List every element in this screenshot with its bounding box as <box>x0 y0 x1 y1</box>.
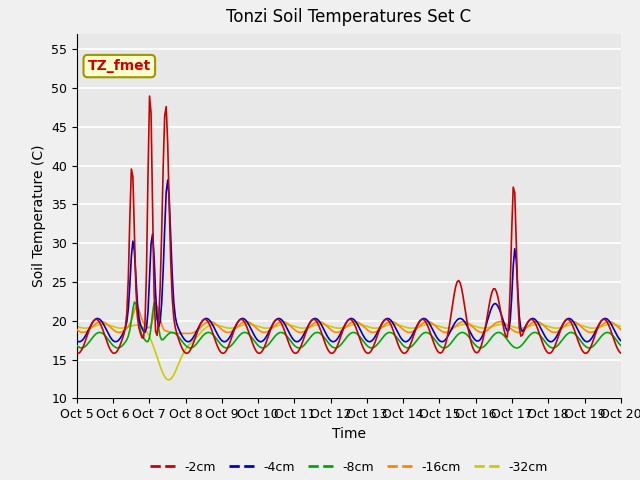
-32cm <box>73 324 81 329</box>
-8cm <box>266 341 273 347</box>
-2cm <box>589 337 597 343</box>
-32cm <box>255 324 262 329</box>
Line: -8cm: -8cm <box>77 302 621 348</box>
-8cm <box>314 330 321 336</box>
-4cm <box>438 339 446 345</box>
-16cm <box>238 320 246 326</box>
-4cm <box>589 332 597 338</box>
Line: -32cm: -32cm <box>77 324 621 380</box>
-2cm <box>617 350 625 356</box>
-32cm <box>264 325 271 331</box>
-16cm <box>73 327 81 333</box>
-4cm <box>140 328 147 334</box>
-16cm <box>140 320 147 326</box>
-4cm <box>264 331 271 337</box>
-8cm <box>617 343 625 348</box>
Title: Tonzi Soil Temperatures Set C: Tonzi Soil Temperatures Set C <box>226 9 472 26</box>
-16cm <box>314 319 321 324</box>
-8cm <box>143 339 150 345</box>
-16cm <box>266 328 273 334</box>
-4cm <box>617 338 625 344</box>
-16cm <box>153 303 161 309</box>
-32cm <box>617 324 625 329</box>
-32cm <box>237 323 244 329</box>
X-axis label: Time: Time <box>332 427 366 441</box>
-32cm <box>140 325 147 331</box>
-4cm <box>73 338 81 344</box>
-2cm <box>140 335 147 341</box>
Line: -16cm: -16cm <box>77 306 621 334</box>
-4cm <box>312 316 320 322</box>
-2cm <box>73 350 81 356</box>
-32cm <box>353 322 361 327</box>
-32cm <box>312 322 320 328</box>
-8cm <box>589 343 597 349</box>
-2cm <box>400 350 408 356</box>
-2cm <box>237 316 244 322</box>
-4cm <box>164 177 172 183</box>
-8cm <box>256 344 264 350</box>
-2cm <box>146 93 154 99</box>
-4cm <box>255 338 262 344</box>
-2cm <box>312 318 320 324</box>
-32cm <box>165 377 173 383</box>
-8cm <box>73 343 81 348</box>
Y-axis label: Soil Temperature (C): Soil Temperature (C) <box>31 145 45 287</box>
-2cm <box>264 335 271 341</box>
Line: -2cm: -2cm <box>77 96 621 353</box>
-2cm <box>255 350 262 356</box>
-16cm <box>589 329 597 335</box>
-4cm <box>237 316 244 322</box>
Text: TZ_fmet: TZ_fmet <box>88 59 151 73</box>
-32cm <box>589 325 597 331</box>
Legend: -2cm, -4cm, -8cm, -16cm, -32cm: -2cm, -4cm, -8cm, -16cm, -32cm <box>145 456 553 479</box>
Line: -4cm: -4cm <box>77 180 621 342</box>
-8cm <box>114 345 122 351</box>
-16cm <box>617 327 625 333</box>
-8cm <box>238 330 246 336</box>
-16cm <box>175 331 182 336</box>
-16cm <box>256 328 264 334</box>
-8cm <box>131 299 138 305</box>
